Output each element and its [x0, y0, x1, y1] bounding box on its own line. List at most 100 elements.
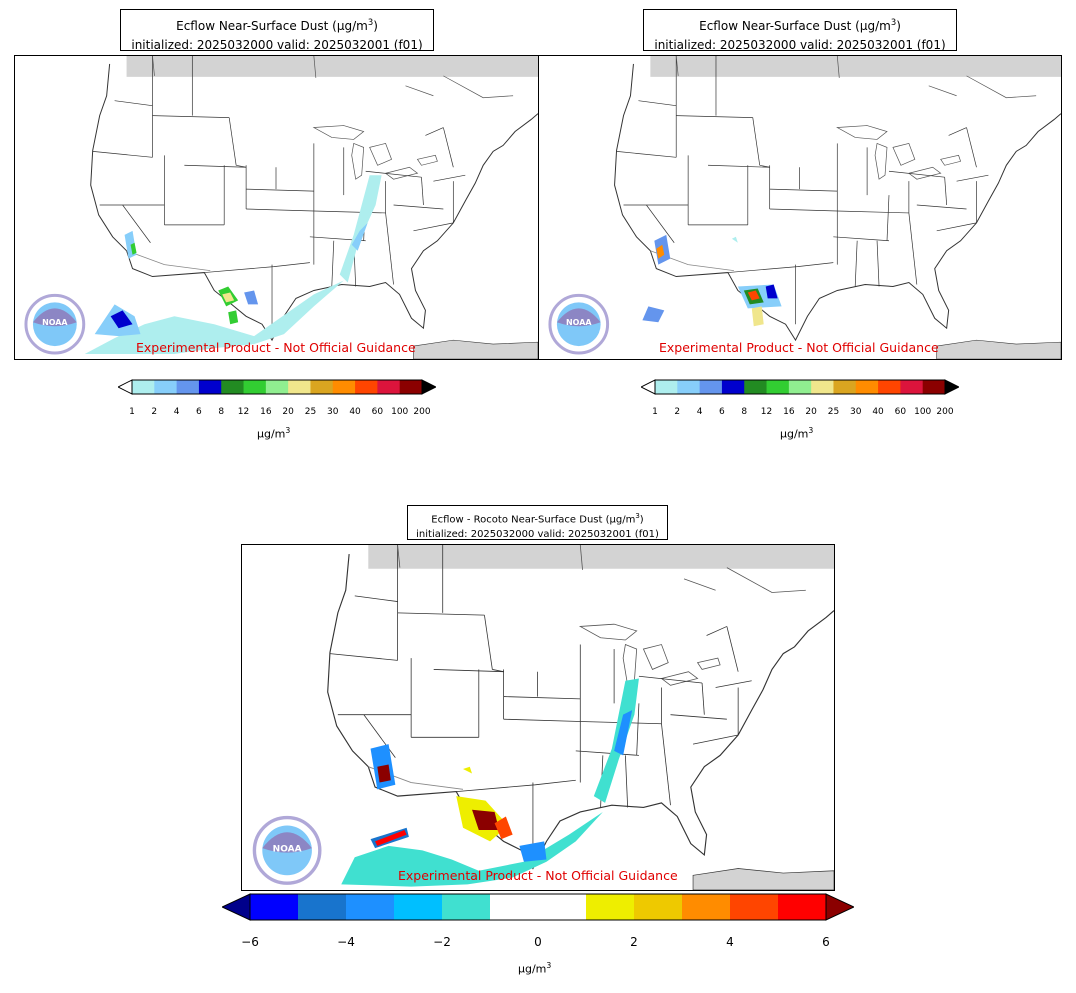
- great-lake: [660, 671, 699, 686]
- colorbar-tick-label: 4: [726, 935, 734, 949]
- great-lake: [622, 643, 638, 686]
- panel1-title-line2: initialized: 2025032000 valid: 202503200…: [131, 38, 423, 52]
- canada-border: [313, 56, 317, 78]
- dust-plume: [747, 290, 760, 301]
- colorbar-unit-label: μg/m3: [780, 426, 814, 441]
- state-border: [769, 208, 838, 212]
- colorbar-swatch: [766, 380, 790, 394]
- colorbar-swatch: [744, 380, 768, 394]
- panel2-title-line1: Ecflow Near-Surface Dust (μg/m: [699, 19, 891, 33]
- canada-border: [683, 578, 716, 591]
- map-svg: NOAA: [251, 545, 834, 890]
- colorbar-tick-label: 6: [822, 935, 830, 949]
- noaa-logo-text: NOAA: [42, 318, 68, 327]
- canada-border: [443, 75, 514, 99]
- state-border: [944, 177, 948, 206]
- state-border: [726, 626, 739, 672]
- state-border: [701, 682, 705, 715]
- colorbar-swatch: [332, 380, 356, 394]
- colorbar-swatch: [900, 380, 924, 394]
- state-border: [331, 240, 335, 287]
- colorbar-swatch: [394, 894, 443, 920]
- great-lake: [836, 125, 888, 140]
- colorbar-tick-label: 1: [652, 407, 658, 417]
- colorbar-tick-label: 16: [260, 407, 272, 417]
- colorbar-swatch: [355, 380, 378, 394]
- state-border: [876, 240, 880, 287]
- dust-plume: [351, 222, 368, 251]
- colorbar-swatch: [221, 380, 245, 394]
- caribbean-land: [413, 339, 538, 359]
- colorbar-over: [944, 379, 959, 395]
- state-border: [114, 100, 153, 107]
- colorbar-difference: −6 −4 −2 0 2 4 6 μg/m3: [222, 893, 854, 978]
- colorbar-swatch: [399, 380, 423, 394]
- colorbar-tick-label: 6: [196, 407, 202, 417]
- state-border: [715, 680, 752, 688]
- colorbar-tick-label: 60: [894, 407, 907, 417]
- dust-plume: [110, 310, 133, 329]
- dust-difference: [519, 841, 547, 862]
- state-border: [888, 170, 945, 178]
- great-lake: [892, 143, 916, 166]
- colorbar-swatch: [198, 380, 222, 394]
- us-coastline: [614, 63, 1061, 342]
- colorbar-swatch: [655, 380, 678, 394]
- state-border: [365, 170, 422, 178]
- great-lake: [578, 623, 638, 641]
- noaa-logo-text: NOAA: [566, 318, 592, 327]
- panel3-map: NOAA: [241, 544, 835, 891]
- panel3-disclaimer: Experimental Product - Not Official Guid…: [398, 868, 678, 883]
- colorbar-unit-label: μg/m3: [518, 961, 552, 976]
- canada-border: [405, 85, 434, 97]
- great-lake: [312, 125, 365, 140]
- colorbar-tick-label: 8: [218, 407, 225, 417]
- state-border: [948, 127, 967, 136]
- dust-plume: [84, 280, 344, 355]
- state-border: [421, 177, 424, 206]
- great-lake: [908, 166, 942, 180]
- canada-border: [152, 56, 155, 76]
- state-border: [936, 222, 977, 232]
- dust-plume: [339, 175, 382, 283]
- canada-border: [579, 545, 583, 570]
- colorbar-tick-label: 4: [696, 407, 703, 417]
- panel2-title: Ecflow Near-Surface Dust (μg/m3) initial…: [643, 9, 957, 52]
- state-border: [184, 164, 247, 168]
- colorbar-tick-label: 25: [304, 407, 317, 417]
- colorbar-over: [825, 893, 854, 921]
- colorbar-swatch: [586, 894, 635, 920]
- great-lake: [351, 142, 365, 180]
- panel1-title: Ecflow Near-Surface Dust (μg/m3) initial…: [120, 9, 434, 52]
- colorbar-tick-label: −2: [433, 935, 451, 949]
- colorbar-swatch: [298, 894, 347, 920]
- state-border: [833, 236, 890, 242]
- colorbar-tick-label: 16: [783, 407, 795, 417]
- colorbar-tick-label: 4: [173, 407, 180, 417]
- state-border: [503, 718, 581, 722]
- state-border: [727, 262, 834, 273]
- canada-region: [368, 545, 834, 569]
- panel3-title-line2: initialized: 2025032000 valid: 202503200…: [416, 529, 659, 541]
- state-border: [769, 188, 838, 192]
- dust-plume: [751, 306, 764, 327]
- state-border: [433, 174, 466, 182]
- state-border: [624, 755, 629, 808]
- colorbar-swatch: [788, 380, 812, 394]
- colorbar-under: [222, 893, 251, 921]
- dust-difference: [463, 766, 473, 774]
- state-border: [636, 703, 640, 756]
- state-border: [708, 164, 770, 168]
- state-border: [246, 208, 314, 212]
- colorbar-tick-label: 40: [872, 407, 884, 417]
- panel3-title-line1: Ecflow - Rocoto Near-Surface Dust (μg/m: [431, 514, 636, 526]
- colorbar-swatch: [855, 380, 879, 394]
- colorbar-swatch: [677, 380, 701, 394]
- state-border: [638, 675, 703, 684]
- colorbar-svg: [222, 893, 854, 921]
- great-lake: [696, 657, 721, 670]
- dust-plume: [731, 236, 738, 243]
- colorbar-over: [421, 379, 436, 395]
- colorbar-swatch: [176, 380, 200, 394]
- dust-difference: [341, 811, 603, 887]
